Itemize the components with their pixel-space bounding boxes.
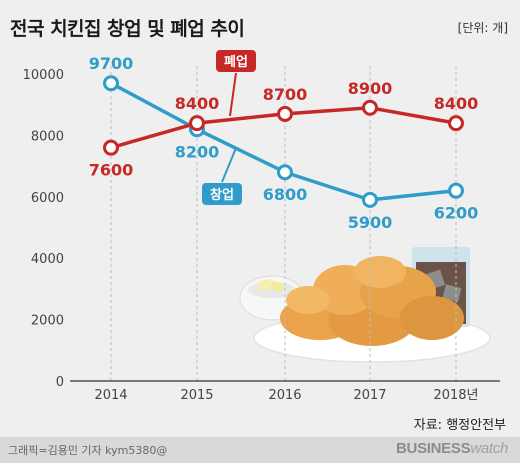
brand-light: watch [470, 440, 508, 457]
data-label: 8400 [175, 94, 220, 113]
data-label: 8200 [175, 142, 220, 161]
y-tick-label: 6000 [31, 191, 64, 206]
x-tick-label: 2015 [180, 388, 213, 403]
data-point [103, 139, 119, 156]
data-point [103, 75, 119, 92]
source-note: 자료: 행정안전부 [413, 418, 506, 433]
x-tick-label: 2016 [268, 388, 301, 403]
x-tick-label: 2014 [94, 388, 127, 403]
y-tick-label: 10000 [23, 68, 64, 83]
data-label: 7600 [89, 161, 134, 180]
fried-chicken-illustration [239, 247, 491, 363]
data-label: 5900 [348, 213, 393, 232]
series-tag-box [216, 50, 256, 72]
data-label: 6800 [263, 185, 308, 204]
data-point [362, 191, 378, 208]
y-tick-label: 8000 [31, 129, 64, 144]
tag-leader-line [221, 147, 237, 183]
graphic-credit: 그래픽=김용민 기자 kym5380@ [8, 444, 168, 457]
brand-bold: BUSINESS [396, 440, 471, 457]
brand-logo: BUSINESSwatch [396, 440, 508, 457]
y-tick-label: 4000 [31, 252, 64, 267]
data-label: 6200 [434, 204, 479, 223]
y-tick-label: 2000 [31, 314, 64, 329]
series-tag-label: 창업 [210, 187, 234, 203]
series-tag-label: 폐업 [224, 55, 248, 70]
data-point [277, 164, 293, 181]
data-point [189, 115, 205, 132]
data-label: 8900 [348, 79, 393, 98]
footer-bar: 그래픽=김용민 기자 kym5380@ BUSINESSwatch [0, 437, 520, 463]
data-point [362, 99, 378, 116]
x-tick-label: 2017 [353, 388, 386, 403]
x-tick-label: 2018년 [433, 388, 478, 403]
y-tick-label: 0 [56, 375, 64, 390]
data-point [448, 182, 464, 199]
data-point [277, 105, 293, 122]
chart-title: 전국 치킨집 창업 및 폐업 추이 [10, 18, 245, 40]
unit-label: [단위: 개] [457, 21, 508, 35]
series-tag-box [202, 183, 242, 205]
line-chart: 0 2000 4000 6000 8000 10000 2014 2015 2016 2017 20… [23, 50, 500, 403]
data-point [448, 115, 464, 132]
data-label: 8400 [434, 94, 479, 113]
tag-leader-line [229, 72, 237, 117]
data-label: 8700 [263, 85, 308, 104]
data-label: 9700 [89, 54, 134, 73]
